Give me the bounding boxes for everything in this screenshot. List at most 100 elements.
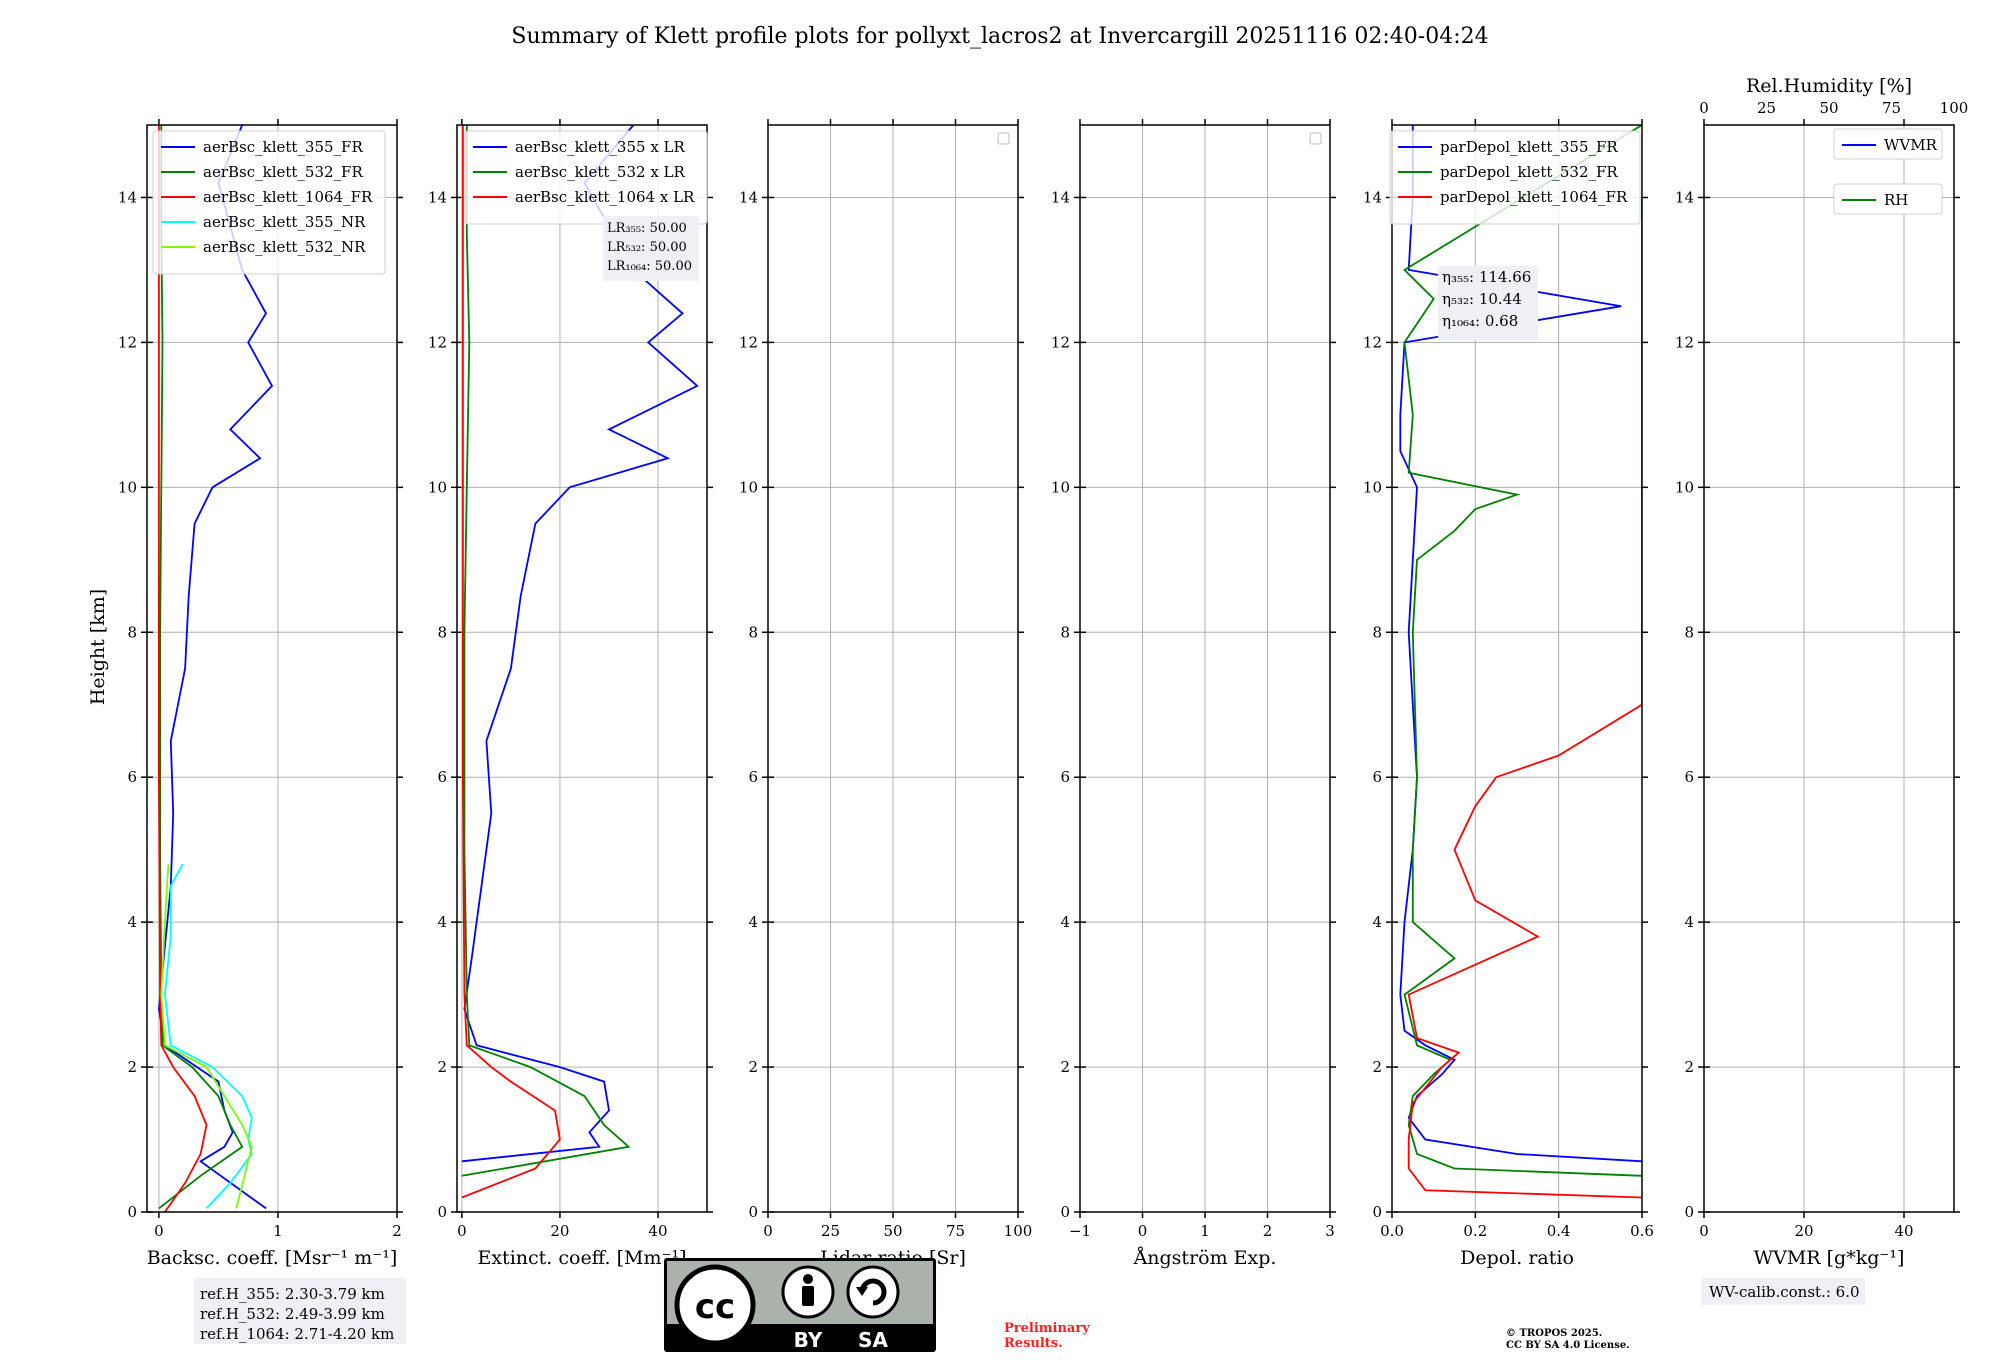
y-tick-label: 4	[748, 913, 758, 931]
y-tick-label: 0	[748, 1203, 758, 1221]
legend-label: aerBsc_klett_532_FR	[203, 163, 363, 181]
legend-label: aerBsc_klett_355 x LR	[515, 138, 686, 156]
series-line-aerBsc_klett_532 x LR	[461, 125, 631, 1177]
y-tick-label: 0	[1060, 1203, 1070, 1221]
x-tick-label: 3	[1325, 1222, 1335, 1240]
y-tick-label: 4	[1372, 913, 1382, 931]
y-tick-label: 4	[127, 913, 137, 931]
y-tick-label: 12	[1051, 333, 1070, 351]
top-x-tick-label: 75	[1882, 99, 1901, 117]
x-axis-label: WVMR [g*kg⁻¹]	[1754, 1247, 1905, 1269]
wv-calib-const: WV-calib.const.: 6.0	[1709, 1283, 1860, 1301]
plot-frame	[1079, 124, 1331, 1213]
y-tick-label: 12	[428, 333, 447, 351]
plot-frame	[146, 124, 398, 1213]
series-line-aerBsc_klett_355_FR	[157, 125, 274, 1210]
annotation-box	[603, 216, 699, 281]
y-tick-label: 10	[739, 478, 758, 496]
by-label: BY	[794, 1328, 823, 1352]
y-tick-label: 8	[1684, 623, 1694, 641]
cc-logo-text: cc	[695, 1287, 735, 1327]
ref-height-box: ref.H_355: 2.30-3.79 km ref.H_532: 2.49-…	[194, 1278, 406, 1344]
annotation-lr532: LR₅₃₂: 50.00	[607, 240, 687, 255]
y-tick-label: 0	[1372, 1203, 1382, 1221]
share-alike-icon	[846, 1265, 900, 1319]
annotation-eta1064: η₁₀₆₄: 0.68	[1442, 312, 1518, 330]
wv-calib-box: WV-calib.const.: 6.0	[1701, 1278, 1865, 1305]
figure-title: Summary of Klett profile plots for polly…	[511, 24, 1488, 49]
x-tick-label: 0.6	[1630, 1222, 1654, 1240]
legend-box	[1389, 130, 1641, 225]
ref-h-355: ref.H_355: 2.30-3.79 km	[200, 1285, 385, 1303]
y-tick-label: 2	[1372, 1058, 1382, 1076]
x-tick-label: −1	[1069, 1222, 1091, 1240]
y-tick-label: 12	[1675, 333, 1694, 351]
y-tick-label: 10	[428, 478, 447, 496]
cc-logo-icon	[674, 1264, 756, 1346]
x-axis-label: Extinct. coeff. [Mm⁻¹]	[477, 1247, 686, 1269]
top-x-tick-label: 50	[1819, 99, 1838, 117]
series-line-parDepol_klett_1064_FR	[1407, 197, 1642, 1199]
y-tick-label: 14	[1363, 188, 1382, 206]
top-x-axis-label: Rel.Humidity [%]	[1746, 75, 1912, 97]
series-line-aerBsc_klett_1064_FR	[157, 125, 208, 1212]
y-tick-label: 4	[1060, 913, 1070, 931]
annotation-box	[1438, 266, 1538, 340]
annotation-lr1064: LR₁₀₆₄: 50.00	[607, 259, 692, 274]
legend: parDepol_klett_355_FR parDepol_klett_532_…	[1389, 130, 1641, 225]
preliminary-label: Preliminary	[1004, 1321, 1090, 1336]
y-tick-label: 6	[748, 768, 758, 786]
x-axis-label: Depol. ratio	[1460, 1247, 1574, 1269]
y-tick-label: 4	[1684, 913, 1694, 931]
annotation-eta355: η₃₅₅: 114.66	[1442, 268, 1531, 286]
x-tick-label: 100	[1004, 1222, 1033, 1240]
legend-label: WVMR	[1884, 136, 1938, 154]
x-tick-label: 1	[1200, 1222, 1210, 1240]
x-tick-label: 20	[1794, 1222, 1813, 1240]
x-tick-label: 0	[457, 1222, 467, 1240]
plot-frame	[1703, 124, 1955, 1213]
y-tick-label: 10	[118, 478, 137, 496]
results-label: Results.	[1004, 1336, 1063, 1351]
x-tick-label: 40	[1894, 1222, 1913, 1240]
legend-label: aerBsc_klett_355_NR	[203, 213, 366, 231]
y-tick-label: 6	[1060, 768, 1070, 786]
sa-label: SA	[858, 1328, 888, 1352]
y-tick-label: 8	[748, 623, 758, 641]
x-tick-label: 0.4	[1547, 1222, 1571, 1240]
legend-box	[152, 130, 386, 275]
x-tick-label: 2	[1263, 1222, 1273, 1240]
y-tick-label: 10	[1675, 478, 1694, 496]
y-tick-label: 12	[118, 333, 137, 351]
series-line-parDepol_klett_532_FR	[1403, 125, 1642, 1177]
legend-label: parDepol_klett_1064_FR	[1440, 188, 1628, 206]
copyright-line-1: © TROPOS 2025.	[1506, 1328, 1602, 1339]
legend-label: aerBsc_klett_355_FR	[203, 138, 363, 156]
legend-box	[464, 130, 708, 225]
y-tick-label: 6	[127, 768, 137, 786]
empty-legend-box	[1309, 132, 1322, 145]
panel-depol: 0 2 4 6 8 10 12 14 0.0 0.2 0.4 0.6 Depol. ratio parDe…	[1363, 119, 1654, 1269]
x-tick-label: 20	[550, 1222, 569, 1240]
top-x-tick-label: 25	[1757, 99, 1776, 117]
annotation-eta532: η₅₃₂: 10.44	[1442, 290, 1522, 308]
y-tick-label: 8	[127, 623, 137, 641]
legend-box	[1833, 128, 1943, 160]
panel-wvmr: 0 2 4 6 8 10 12 14 0 20 40 0 25 50 75 100 Rel.Humidity […	[1675, 75, 1968, 1269]
top-x-tick-label: 100	[1940, 99, 1969, 117]
empty-legend-box	[997, 132, 1010, 145]
y-tick-label: 0	[127, 1203, 137, 1221]
y-tick-label: 2	[748, 1058, 758, 1076]
ref-h-1064: ref.H_1064: 2.71-4.20 km	[200, 1325, 394, 1343]
plot-frame	[456, 124, 708, 1213]
x-axis-label: Backsc. coeff. [Msr⁻¹ m⁻¹]	[147, 1247, 398, 1269]
y-axis-label: Height [km]	[87, 589, 109, 705]
y-tick-label: 8	[1372, 623, 1382, 641]
y-tick-label: 14	[428, 188, 447, 206]
y-tick-label: 12	[739, 333, 758, 351]
y-tick-label: 14	[118, 188, 137, 206]
y-tick-label: 2	[437, 1058, 447, 1076]
y-tick-label: 2	[127, 1058, 137, 1076]
y-tick-label: 4	[437, 913, 447, 931]
